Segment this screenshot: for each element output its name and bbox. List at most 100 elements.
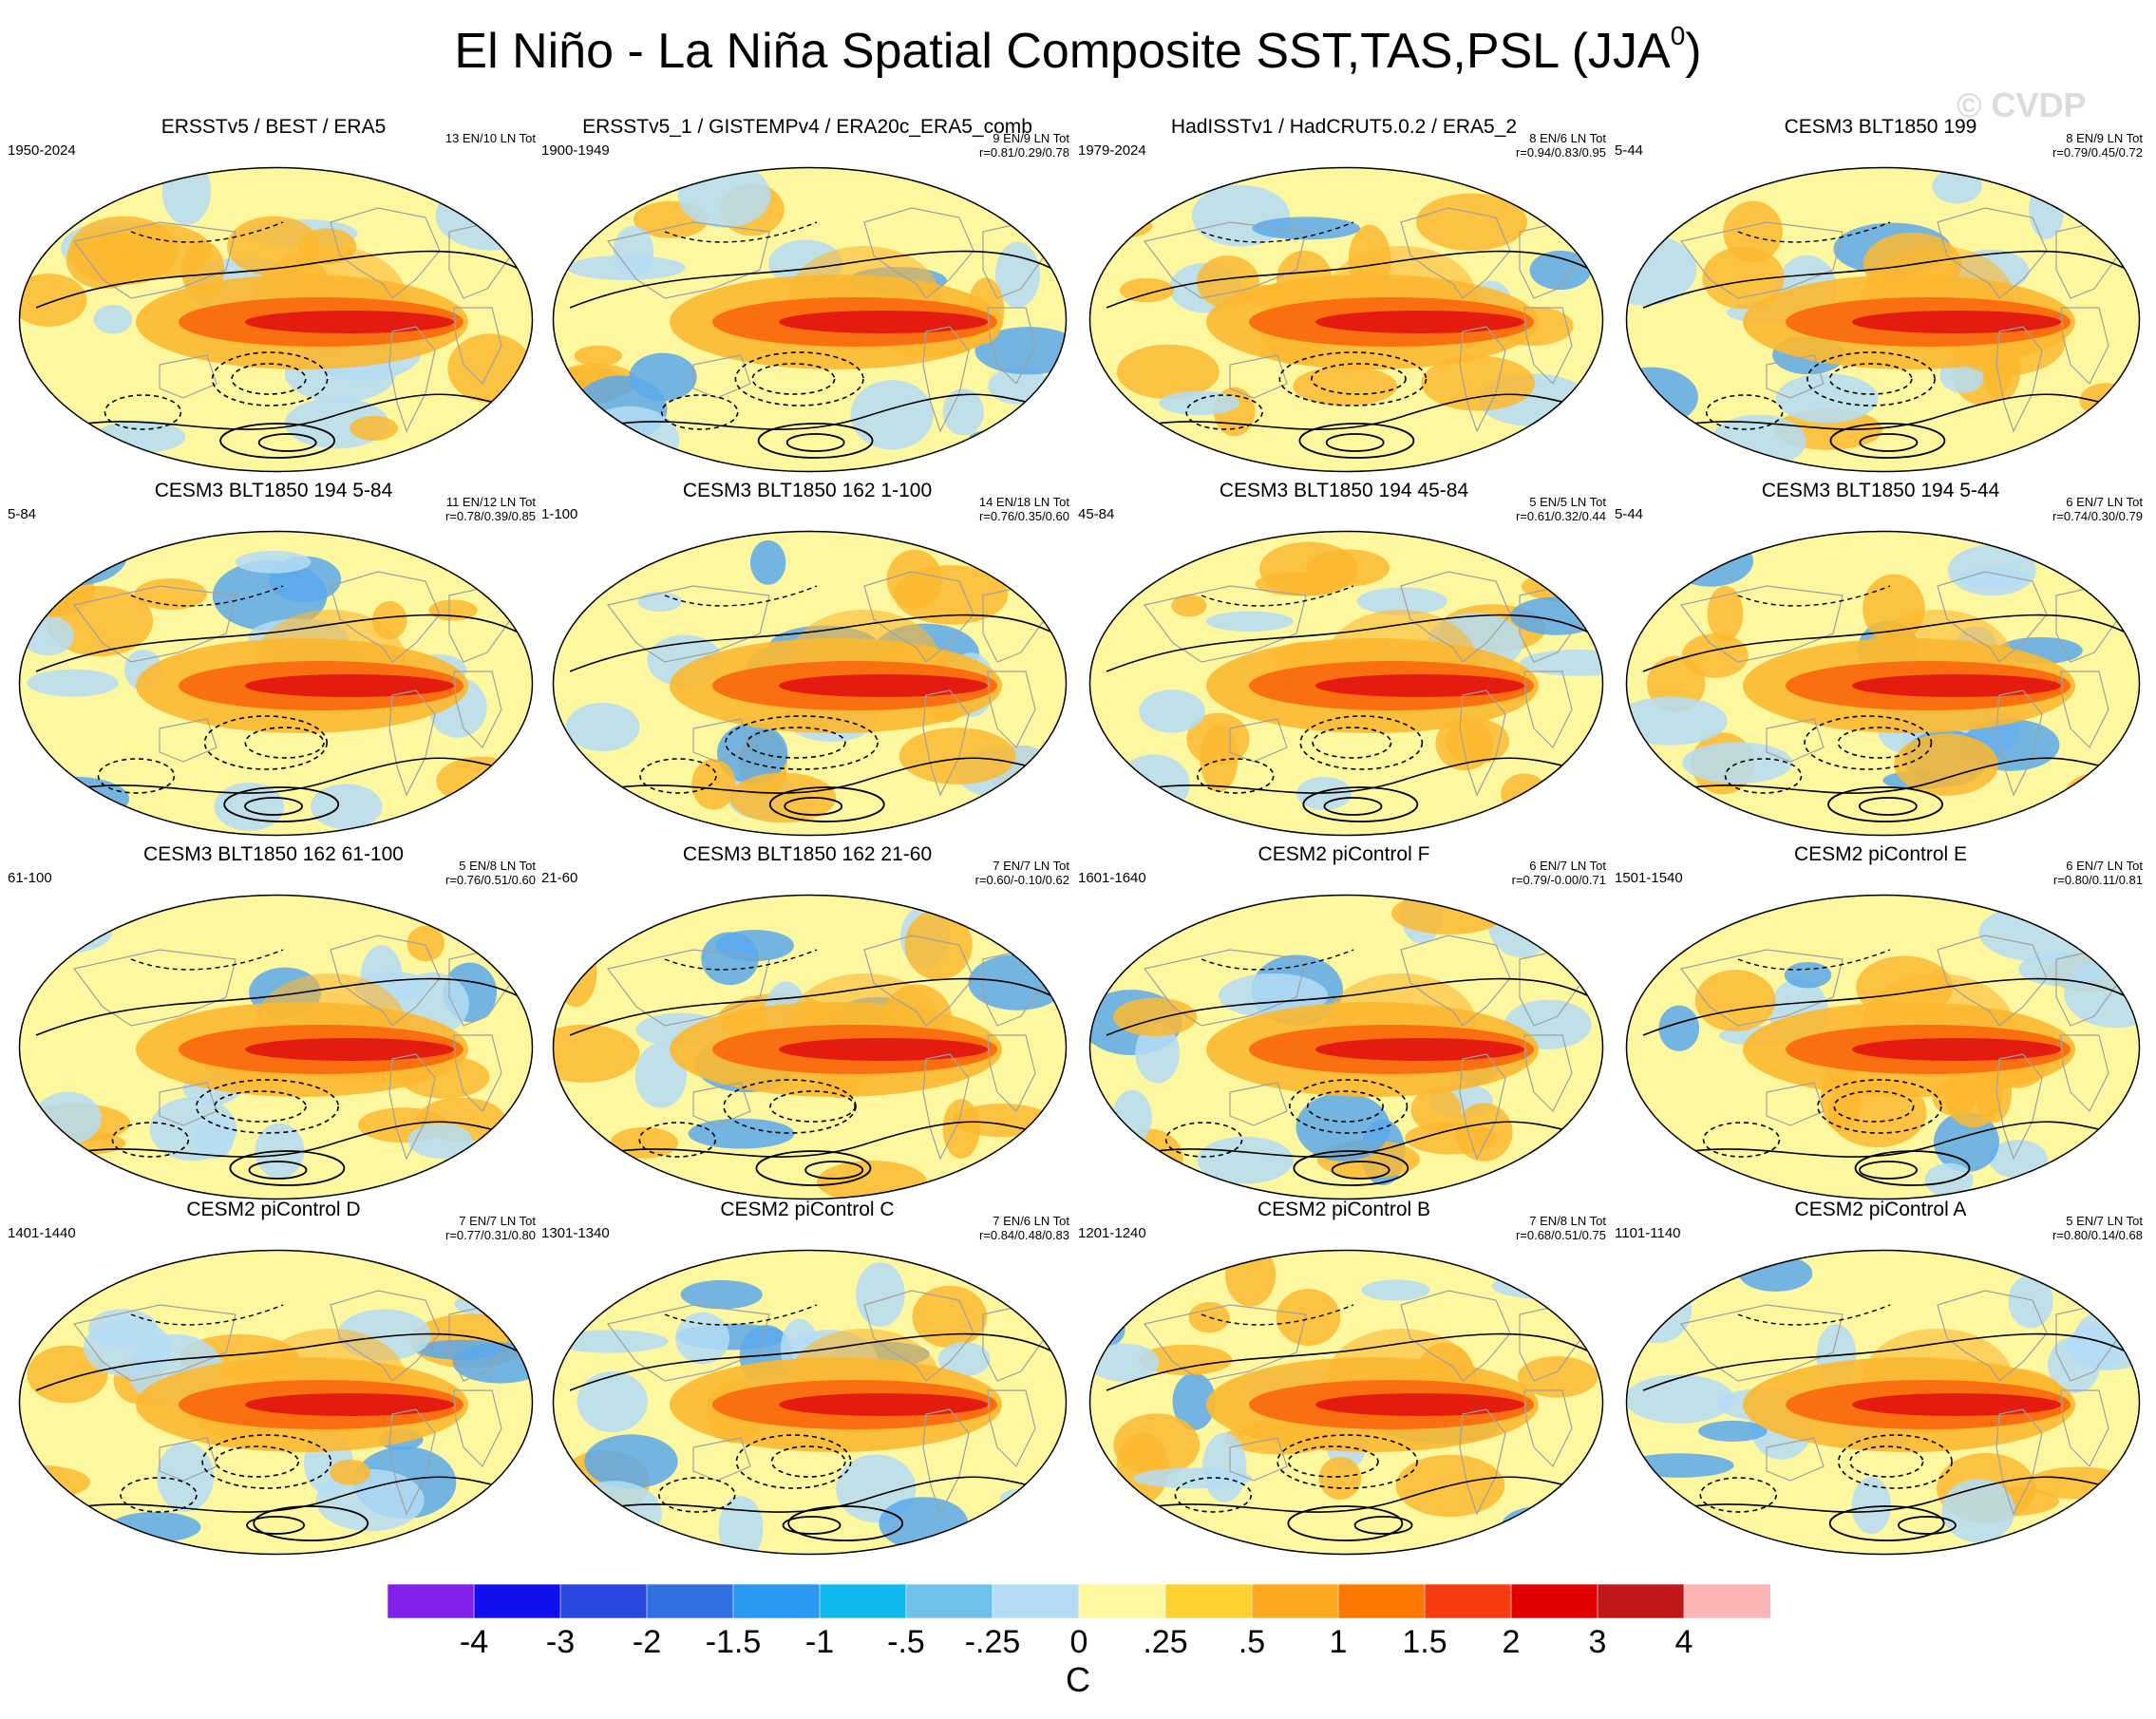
warm-anomaly-patch [1415, 193, 1528, 252]
slp-contour-solid [1106, 614, 1592, 672]
slp-contour-dashed [1828, 363, 1913, 395]
slp-contour-solid [1642, 1332, 2128, 1391]
panel-period: 21-60 [541, 870, 578, 886]
panel-title: ERSSTv5 / BEST / ERA5 [161, 116, 387, 138]
cool-anomaly-patch [1501, 1505, 1581, 1546]
coastline [1679, 949, 1844, 1027]
panel-period: 1301-1340 [541, 1225, 610, 1241]
cool-anomaly-patch [1626, 1453, 1734, 1478]
coastline [1400, 1290, 1511, 1382]
cool-anomaly-patch [1784, 961, 1832, 989]
coastline [1679, 221, 1844, 299]
slp-contour-dashed [657, 1477, 736, 1513]
event-count-text: 8 EN/9 LN Tot [2066, 131, 2143, 145]
slp-contour-dashed [1702, 1122, 1781, 1158]
warm-anomaly-patch [574, 345, 622, 367]
pattern-correlation-text: r=0.81/0.29/0.78 [978, 145, 1069, 160]
pattern-correlation-text: r=0.79/0.45/0.72 [2052, 145, 2143, 160]
warm-anomaly-patch [2093, 1250, 2140, 1317]
slp-contour-dashed [1804, 715, 1933, 770]
panel-period: 5-44 [1615, 506, 1644, 522]
slp-contour-solid [578, 757, 1050, 796]
el-nino-core [779, 674, 988, 697]
colorbar-swatch [905, 1584, 993, 1618]
warm-anomaly-patch [1255, 571, 1346, 596]
slp-contour-dashed [735, 1434, 852, 1489]
pattern-correlation-text: r=0.94/0.83/0.95 [1515, 145, 1606, 160]
cool-anomaly-patch [1667, 535, 1753, 587]
slp-contour-dashed [130, 221, 284, 243]
warm-anomaly-patch [66, 230, 142, 290]
el-nino-core [1315, 674, 1524, 697]
slp-contour-dashed [1699, 1477, 1778, 1513]
cool-anomaly-patch [716, 723, 788, 784]
warm-anomaly-patch [1293, 366, 1398, 406]
cool-anomaly-patch [2075, 918, 2140, 958]
coastline [1523, 1034, 1573, 1113]
coastline [1937, 1290, 2048, 1382]
slp-contour-dashed [660, 394, 739, 430]
colorbar-swatch [1164, 1584, 1253, 1618]
slp-contour-solid [1859, 433, 1919, 452]
panel-title: CESM2 piControl C [720, 1199, 895, 1220]
slp-contour-dashed [664, 1304, 818, 1326]
map-border [552, 166, 1068, 473]
cool-anomaly-patch [157, 1442, 215, 1512]
panel-period: 1201-1240 [1078, 1225, 1146, 1241]
slp-contour-dashed [1817, 1079, 1942, 1134]
panel-period: 5-44 [1615, 142, 1644, 159]
panel-period: 1-100 [541, 506, 578, 522]
coastline [1995, 1408, 2043, 1516]
el-nino-core [1852, 1393, 2061, 1416]
cool-anomaly-patch [850, 380, 934, 450]
slp-contour-dashed [1278, 351, 1428, 406]
coastline [453, 307, 502, 386]
slp-contour-solid [219, 423, 336, 459]
cool-anomaly-patch [407, 1123, 473, 1159]
slp-contour-solid [223, 786, 340, 822]
slp-contour-dashed [211, 351, 329, 406]
cool-anomaly-patch [2082, 196, 2140, 236]
panel-period: 45-84 [1078, 506, 1115, 522]
cool-anomaly-patch [21, 615, 74, 656]
cool-anomaly-patch [1957, 567, 2029, 589]
map-border [18, 894, 534, 1200]
panel-period: 5-84 [8, 506, 37, 522]
event-count-text: 14 EN/18 LN Tot [978, 495, 1069, 509]
pattern-correlation-text: r=0.80/0.14/0.68 [2052, 1228, 2143, 1242]
warm-anomaly-patch [2062, 773, 2124, 827]
coastline [1995, 1053, 2043, 1161]
slp-contour-dashed [1849, 1445, 1924, 1478]
coastline [1766, 718, 1825, 763]
panel-period: 61-100 [8, 870, 52, 886]
colorbar-tick-label: 0 [1069, 1624, 1088, 1660]
warm-anomaly-patch [1139, 1344, 1233, 1375]
slp-contour-dashed [201, 1434, 332, 1489]
cool-anomaly-patch [1356, 587, 1447, 615]
cool-anomaly-patch [1626, 167, 1692, 217]
cool-anomaly-patch [856, 1261, 905, 1328]
slp-contour-solid [229, 1150, 346, 1186]
cool-anomaly-patch [214, 782, 285, 831]
map-panel: CESM2 piControl C 1301-1340 7 EN/6 LN Tot r… [541, 1199, 1073, 1559]
coastline [2060, 307, 2109, 386]
slp-contour-dashed [1299, 715, 1424, 770]
colorbar-tick-label: 1.5 [1402, 1624, 1447, 1660]
colorbar-tick-label: 4 [1674, 1624, 1693, 1660]
cool-anomaly-patch [942, 388, 984, 436]
slp-contour-solid [804, 1161, 864, 1180]
slp-contour-solid [1323, 797, 1383, 816]
coastline [1679, 1304, 1844, 1382]
event-count-text: 7 EN/6 LN Tot [993, 1214, 1069, 1228]
colorbar-tick-label: 3 [1588, 1624, 1607, 1660]
coastline [453, 1389, 502, 1468]
slp-contour-dashed [1201, 949, 1354, 971]
warm-anomaly-patch [2079, 383, 2134, 419]
map-panel: ERSSTv5_1 / GISTEMPv4 / ERA20c_ERA5_comb… [541, 116, 1073, 477]
warm-anomaly-patch [1116, 344, 1220, 400]
cool-anomaly-patch [454, 173, 527, 230]
coastline [1459, 326, 1506, 433]
colorbar-tick-label: -3 [545, 1624, 576, 1660]
coastline [388, 1053, 436, 1161]
slp-contour-dashed [195, 1079, 340, 1134]
